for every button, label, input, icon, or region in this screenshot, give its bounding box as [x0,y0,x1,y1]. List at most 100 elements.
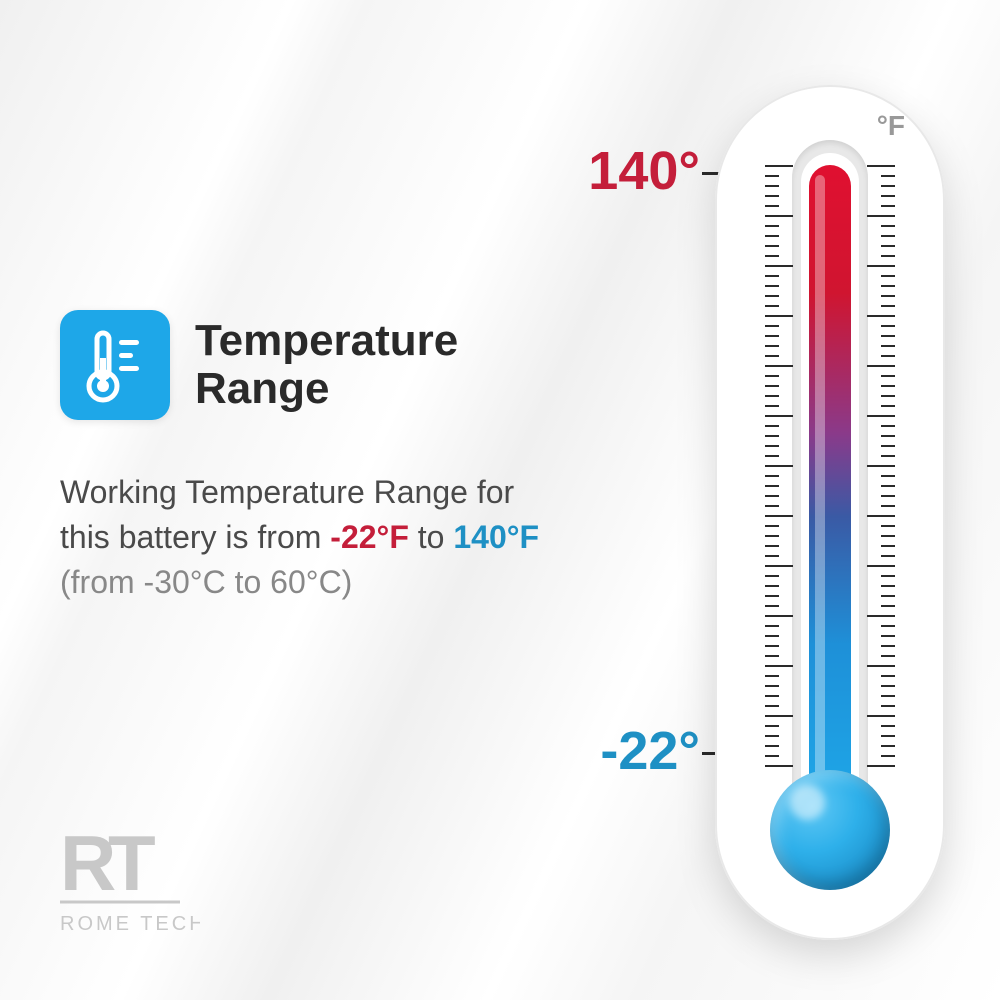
description: Working Temperature Range for this batte… [60,470,560,604]
tick-right [867,615,895,617]
tick-left [765,405,779,407]
tick-right [881,405,895,407]
tick-right [881,645,895,647]
tick-right [881,435,895,437]
tick-right [881,585,895,587]
tick-right [867,415,895,417]
tick-left [765,455,779,457]
tick-right [881,695,895,697]
tick-left [765,215,793,217]
title: Temperature Range [195,317,458,414]
desc-mid: to [409,519,453,555]
tick-left [765,345,779,347]
logo: R T ROME TECH [60,825,200,950]
tick-right [881,705,895,707]
tick-left [765,715,793,717]
tick-right [881,395,895,397]
desc-low-f: -22°F [330,519,409,555]
tick-left [765,755,779,757]
tick-left [765,645,779,647]
tick-right [881,675,895,677]
tick-right [881,755,895,757]
tick-right [881,735,895,737]
tick-right [881,575,895,577]
desc-high-f: 140°F [453,519,539,555]
tick-right [881,685,895,687]
tick-right [881,425,895,427]
content-section: Temperature Range Working Temperature Ra… [60,310,560,604]
tick-right [867,565,895,567]
tick-right [867,365,895,367]
tick-left [765,565,793,567]
tick-left [765,205,779,207]
tick-left [765,625,779,627]
tick-left [765,425,779,427]
tick-right [881,175,895,177]
tick-right [867,765,895,767]
tick-left [765,685,779,687]
tick-left [765,395,779,397]
title-line1: Temperature [195,316,458,365]
tick-left [765,465,793,467]
tick-right [881,385,895,387]
tick-right [881,475,895,477]
tick-left [765,575,779,577]
unit-label: °F [877,110,905,142]
tick-left [765,585,779,587]
bulb [770,770,890,890]
tick-left [765,445,779,447]
tick-left [765,515,793,517]
tick-left [765,545,779,547]
tick-left [765,525,779,527]
tick-right [867,215,895,217]
tick-left [765,495,779,497]
tick-right [881,195,895,197]
desc-celsius: (from -30°C to 60°C) [60,564,352,600]
tick-left [765,605,779,607]
tick-left [765,675,779,677]
tick-left [765,555,779,557]
tick-left [765,505,779,507]
tick-left [765,435,779,437]
low-temp-label: -22° [600,720,700,782]
tick-left [765,695,779,697]
tick-right [881,745,895,747]
tick-left [765,705,779,707]
tick-left [765,385,779,387]
tick-right [867,265,895,267]
tick-left [765,665,793,667]
tick-left [765,635,779,637]
tick-left [765,185,779,187]
tick-right [867,165,895,167]
tick-right [881,555,895,557]
tick-right [867,315,895,317]
tick-right [881,535,895,537]
tick-right [881,375,895,377]
tick-right [881,225,895,227]
tick-right [881,605,895,607]
tick-left [765,535,779,537]
tick-right [881,445,895,447]
tick-left [765,175,779,177]
tick-left [765,225,779,227]
tick-right [881,235,895,237]
tick-right [881,335,895,337]
tick-left [765,235,779,237]
tick-right [881,495,895,497]
tick-right [881,255,895,257]
tick-left [765,275,779,277]
tick-right [881,455,895,457]
tick-left [765,265,793,267]
tick-right [881,485,895,487]
bulb-shine [790,785,825,820]
tick-right [867,665,895,667]
tick-right [881,525,895,527]
tick-left [765,355,779,357]
tick-right [867,465,895,467]
tick-left [765,655,779,657]
tick-left [765,295,779,297]
tick-right [881,725,895,727]
tick-left [765,415,793,417]
tick-left [765,375,779,377]
tick-marks [775,165,885,765]
